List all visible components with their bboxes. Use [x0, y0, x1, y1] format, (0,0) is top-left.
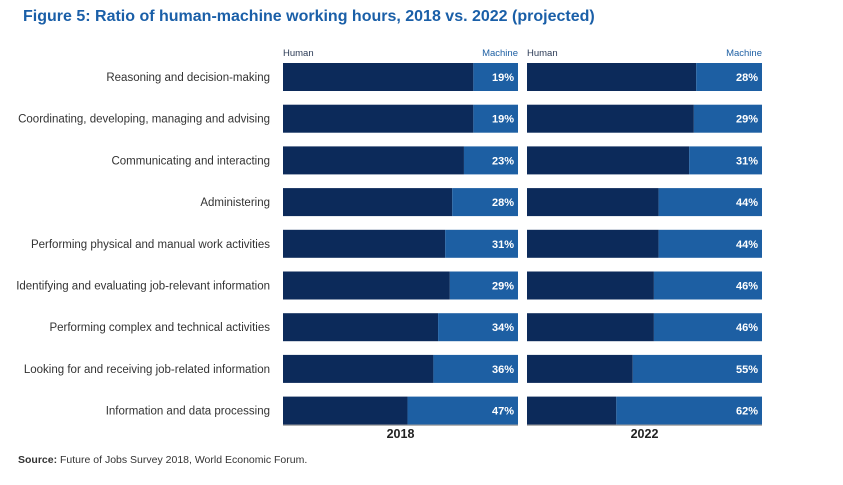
data-label: 47% — [492, 406, 514, 418]
header-machine-label: Machine — [726, 48, 762, 59]
source-note: Source: Future of Jobs Survey 2018, Worl… — [18, 454, 307, 466]
header-machine-label: Machine — [482, 48, 518, 59]
bar-machine — [445, 229, 518, 258]
data-label: 36% — [492, 364, 514, 376]
data-label: 31% — [492, 239, 514, 251]
header-human-label: Human — [527, 48, 558, 59]
source-text: Future of Jobs Survey 2018, World Econom… — [60, 454, 308, 466]
bar-machine — [616, 396, 762, 425]
bar-machine — [653, 271, 762, 300]
bar-human — [283, 146, 464, 175]
bar-human — [527, 271, 654, 300]
bar-human — [527, 229, 659, 258]
data-label: 46% — [736, 322, 758, 334]
data-label: 29% — [736, 114, 758, 126]
bar-human — [527, 146, 690, 175]
bar-human — [283, 188, 453, 217]
bar-machine — [473, 104, 518, 133]
data-label: 62% — [736, 406, 758, 418]
bar-human — [527, 188, 659, 217]
bar-machine — [452, 188, 518, 217]
bar-machine — [653, 313, 762, 342]
source-label: Source: — [18, 454, 58, 466]
data-label: 46% — [736, 281, 758, 293]
bar-human — [527, 313, 654, 342]
bar-human — [527, 63, 697, 91]
data-label: 34% — [492, 322, 514, 334]
bar-human — [283, 104, 474, 133]
panel-year-label: 2018 — [387, 427, 415, 441]
bar-machine — [407, 396, 518, 425]
category-label: Administering — [200, 197, 270, 209]
category-label: Communicating and interacting — [111, 155, 270, 167]
bar-human — [283, 396, 408, 425]
bar-machine — [473, 63, 518, 91]
bar-human — [283, 229, 446, 258]
bar-machine — [696, 63, 762, 91]
bar-machine — [658, 229, 762, 258]
category-label: Reasoning and decision-making — [106, 72, 270, 84]
data-label: 28% — [736, 72, 758, 84]
data-label: 31% — [736, 155, 758, 167]
data-label: 55% — [736, 364, 758, 376]
category-label: Performing complex and technical activit… — [49, 322, 270, 334]
data-label: 44% — [736, 197, 758, 209]
data-label: 29% — [492, 281, 514, 293]
data-label: 19% — [492, 72, 514, 84]
category-label: Identifying and evaluating job-relevant … — [16, 281, 270, 293]
category-label: Information and data processing — [106, 406, 270, 418]
bar-machine — [658, 188, 762, 217]
bar-machine — [433, 354, 518, 383]
bar-human — [527, 104, 694, 133]
data-label: 19% — [492, 114, 514, 126]
bar-human — [527, 396, 617, 425]
bar-machine — [632, 354, 762, 383]
category-label: Looking for and receiving job-related in… — [24, 364, 270, 376]
bar-machine — [693, 104, 762, 133]
data-label: 23% — [492, 155, 514, 167]
bar-human — [283, 271, 450, 300]
category-label: Coordinating, developing, managing and a… — [18, 114, 270, 126]
bar-human — [283, 313, 439, 342]
category-label: Performing physical and manual work acti… — [31, 239, 270, 251]
data-label: 44% — [736, 239, 758, 251]
bar-machine — [449, 271, 518, 300]
bar-machine — [463, 146, 518, 175]
bar-human — [283, 354, 434, 383]
panel-year-label: 2022 — [631, 427, 659, 441]
data-label: 28% — [492, 197, 514, 209]
header-human-label: Human — [283, 48, 314, 59]
chart-title: Figure 5: Ratio of human-machine working… — [23, 8, 595, 25]
bar-human — [283, 63, 474, 91]
bar-human — [527, 354, 633, 383]
bar-machine — [689, 146, 762, 175]
bar-machine — [438, 313, 518, 342]
